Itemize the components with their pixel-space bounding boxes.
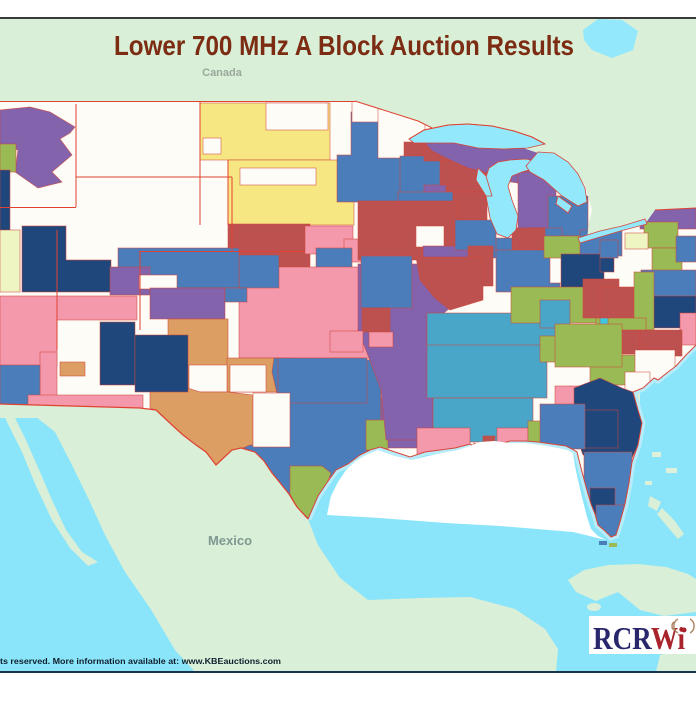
- svg-text:ts reserved. More information: ts reserved. More information available …: [0, 656, 281, 666]
- svg-text:Canada: Canada: [202, 67, 243, 79]
- svg-text:RCRWi: RCRWi: [593, 620, 685, 656]
- svg-text:Lower 700 MHz A Block Auction: Lower 700 MHz A Block Auction Results: [114, 30, 574, 61]
- svg-text:Mexico: Mexico: [208, 533, 252, 548]
